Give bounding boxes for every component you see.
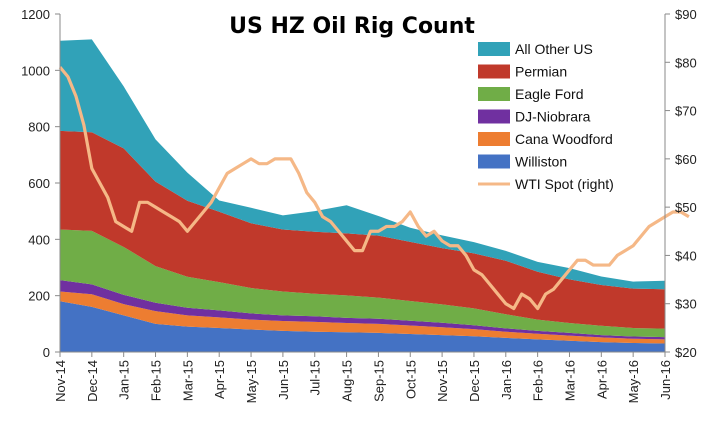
x-tick-label: Apr-16 xyxy=(594,360,609,399)
legend-label-dj-niobrara: DJ-Niobrara xyxy=(515,109,591,125)
left-tick-label: 0 xyxy=(43,345,50,360)
right-tick-label: $90 xyxy=(675,7,697,22)
area-williston xyxy=(60,301,665,352)
legend-swatch-williston xyxy=(478,154,510,169)
stacked-areas xyxy=(60,39,665,352)
x-tick-label: Feb-16 xyxy=(531,360,546,401)
legend-label-wti-spot-right: WTI Spot (right) xyxy=(515,176,614,192)
x-tick-label: Aug-15 xyxy=(340,360,355,402)
legend-swatch-cana-woodford xyxy=(478,132,510,146)
x-tick-label: Feb-15 xyxy=(149,360,164,401)
x-tick-label: Jul-15 xyxy=(308,360,323,395)
legend-label-cana-woodford: Cana Woodford xyxy=(515,131,613,147)
legend-swatch-permian xyxy=(478,64,510,79)
left-tick-label: 600 xyxy=(28,176,50,191)
wti-spot-line xyxy=(58,66,690,311)
area-dj-niobrara xyxy=(60,280,665,340)
x-tick-label: Oct-15 xyxy=(403,360,418,399)
wti-line-layer xyxy=(58,66,690,311)
x-tick-label: Jan-16 xyxy=(499,360,514,400)
legend-swatch-eagle-ford xyxy=(478,87,510,101)
x-tick-label: Jan-15 xyxy=(117,360,132,400)
left-axis-ticks: 0 200 400 600 800 1000 1200 xyxy=(21,7,60,360)
x-tick-label: Mar-15 xyxy=(180,360,195,401)
left-tick-label: 200 xyxy=(28,289,50,304)
right-tick-label: $70 xyxy=(675,104,697,119)
area-eagle-ford xyxy=(60,229,665,338)
x-tick-label: Dec-14 xyxy=(85,360,100,402)
left-tick-label: 800 xyxy=(28,120,50,135)
left-tick-label: 1200 xyxy=(21,7,50,22)
right-tick-label: $40 xyxy=(675,248,697,263)
x-axis-ticks: Nov-14 Dec-14 Jan-15 Feb-15 Mar-15 Apr-15 May-… xyxy=(53,352,673,403)
x-tick-label: Jun-16 xyxy=(658,360,673,400)
legend-label-williston: Williston xyxy=(515,154,567,170)
area-cana-woodford xyxy=(60,291,665,344)
legend-swatch-all-other-us xyxy=(478,42,510,56)
right-tick-label: $80 xyxy=(675,55,697,70)
left-tick-label: 1000 xyxy=(21,63,50,78)
legend-label-eagle-ford: Eagle Ford xyxy=(515,86,583,102)
right-tick-label: $50 xyxy=(675,200,697,215)
legend-label-permian: Permian xyxy=(515,64,567,80)
x-tick-label: May-16 xyxy=(626,360,641,403)
right-tick-label: $20 xyxy=(675,345,697,360)
legend-label-all-other-us: All Other US xyxy=(515,41,593,57)
right-tick-label: $30 xyxy=(675,297,697,312)
left-tick-label: 400 xyxy=(28,232,50,247)
area-permian xyxy=(60,130,665,329)
x-tick-label: Nov-15 xyxy=(435,360,450,402)
legend: All Other US Permian Eagle Ford DJ-Niobrara… xyxy=(478,41,614,192)
x-tick-label: May-15 xyxy=(244,360,259,403)
chart-title: US HZ Oil Rig Count xyxy=(229,14,475,39)
right-tick-label: $60 xyxy=(675,152,697,167)
legend-swatch-dj-niobrara xyxy=(478,109,510,124)
x-tick-label: Apr-15 xyxy=(212,360,227,399)
x-tick-label: Dec-15 xyxy=(467,360,482,402)
x-tick-label: Sep-15 xyxy=(371,360,386,402)
x-tick-label: Nov-14 xyxy=(53,360,68,402)
x-tick-label: Jun-15 xyxy=(276,360,291,400)
right-axis-ticks: $20 $30 $40 $50 $60 $70 $80 $90 xyxy=(665,7,697,360)
x-tick-label: Mar-16 xyxy=(562,360,577,401)
